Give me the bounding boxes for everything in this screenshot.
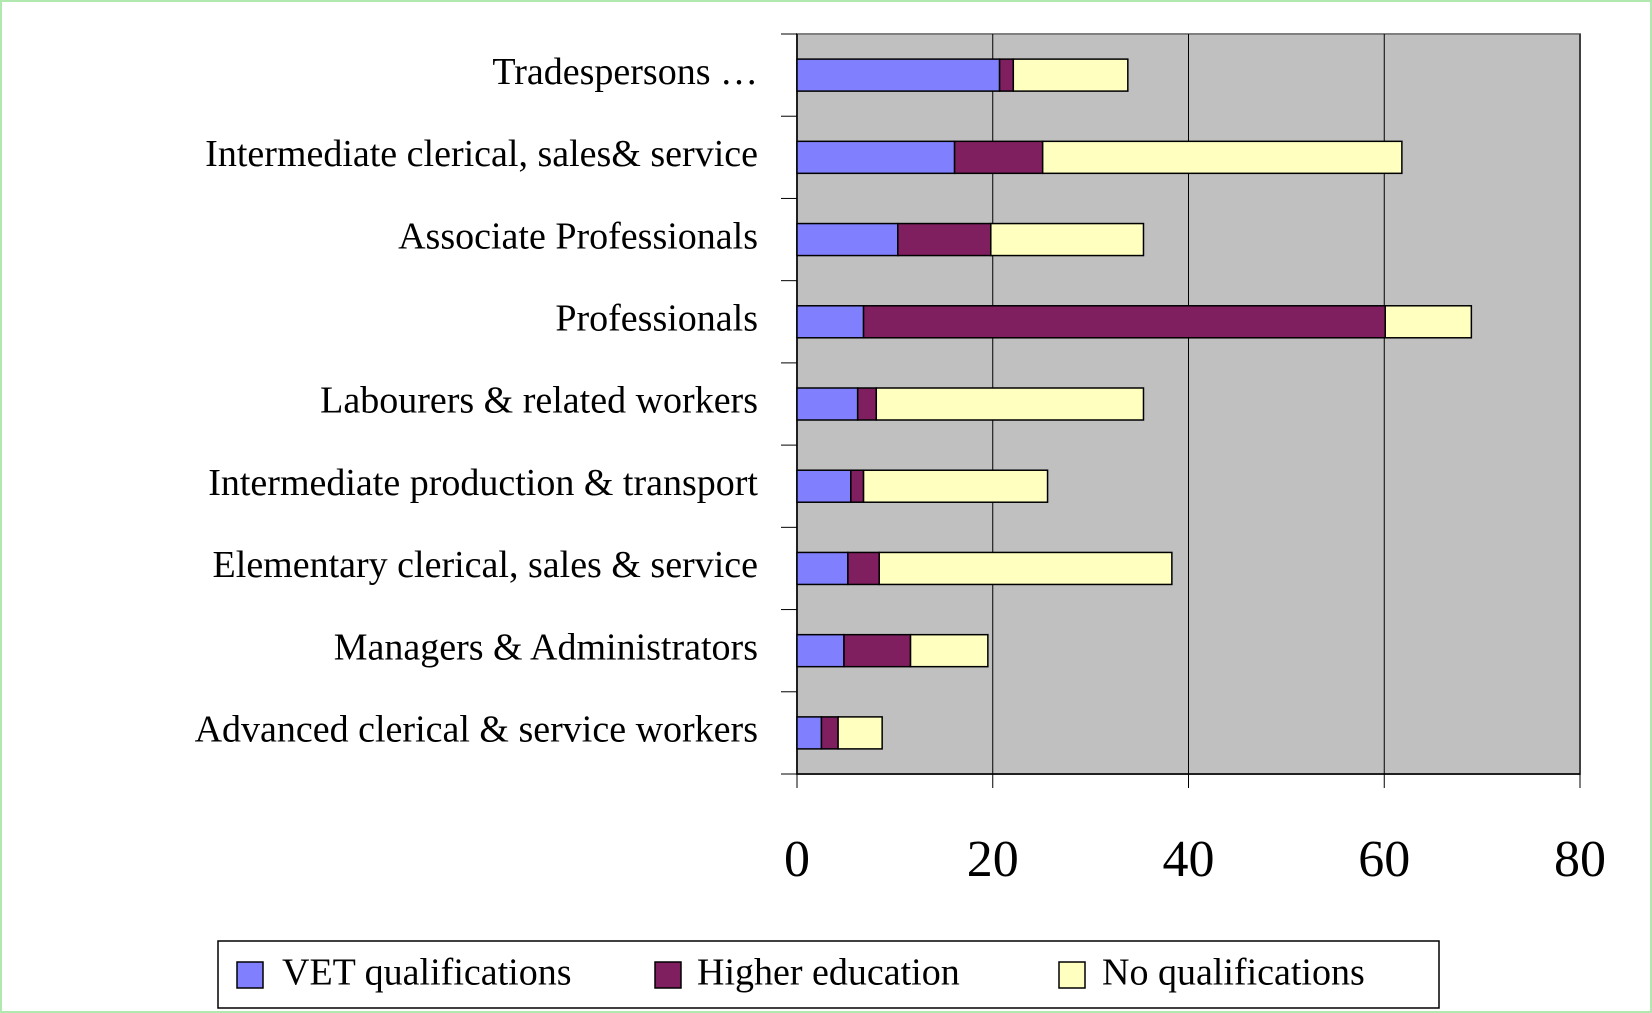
y-tick-label: Managers & Administrators (334, 626, 758, 668)
legend-label: Higher education (697, 952, 960, 994)
x-tick-label: 80 (1554, 831, 1606, 888)
legend (217, 940, 1440, 1009)
x-tick-label: 0 (784, 831, 810, 888)
y-tick-label: Advanced clerical & service workers (195, 709, 758, 751)
legend-swatch (236, 961, 264, 989)
bar-segment (862, 469, 1049, 503)
bar-segment (843, 633, 912, 668)
bar-segment (796, 469, 852, 503)
bar-segment (1041, 140, 1403, 175)
y-tick-label: Elementary clerical, sales & service (213, 544, 758, 586)
y-tick-label: Tradespersons … (492, 51, 758, 93)
bar-segment (796, 58, 1001, 92)
bar-segment (796, 633, 845, 668)
bar-segment (909, 633, 989, 668)
x-tick-label: 40 (1163, 831, 1215, 888)
x-tick-label: 20 (967, 831, 1019, 888)
bar-segment (897, 222, 992, 257)
bar-segment (820, 716, 839, 750)
bar-segment (1384, 305, 1473, 339)
bar-segment (847, 551, 880, 586)
x-tick-label: 60 (1358, 831, 1410, 888)
y-tick-label: Professionals (555, 297, 758, 339)
legend-swatch (654, 961, 682, 989)
y-tick-label: Associate Professionals (398, 215, 758, 257)
bar-segment (862, 305, 1386, 339)
bar-segment (856, 387, 878, 421)
bar-segment (850, 469, 865, 503)
bar-segment (990, 222, 1145, 257)
bar-segment (878, 551, 1173, 586)
y-tick-label: Labourers & related workers (320, 380, 758, 422)
bar-segment (796, 140, 956, 175)
bar-segment (796, 551, 849, 586)
bar-segment (837, 716, 883, 750)
bar-segment (998, 58, 1015, 92)
bar-segment (796, 387, 859, 421)
bar-segment (875, 387, 1145, 421)
legend-label: No qualifications (1102, 952, 1365, 994)
legend-label: VET qualifications (282, 952, 572, 994)
bar-segment (796, 305, 865, 339)
bar-segment (953, 140, 1044, 175)
legend-swatch (1058, 961, 1086, 989)
bar-segment (796, 222, 899, 257)
bar-segment (796, 716, 823, 750)
y-tick-label: Intermediate production & transport (208, 462, 758, 504)
y-tick-label: Intermediate clerical, sales& service (205, 133, 758, 175)
bar-segment (1012, 58, 1129, 92)
